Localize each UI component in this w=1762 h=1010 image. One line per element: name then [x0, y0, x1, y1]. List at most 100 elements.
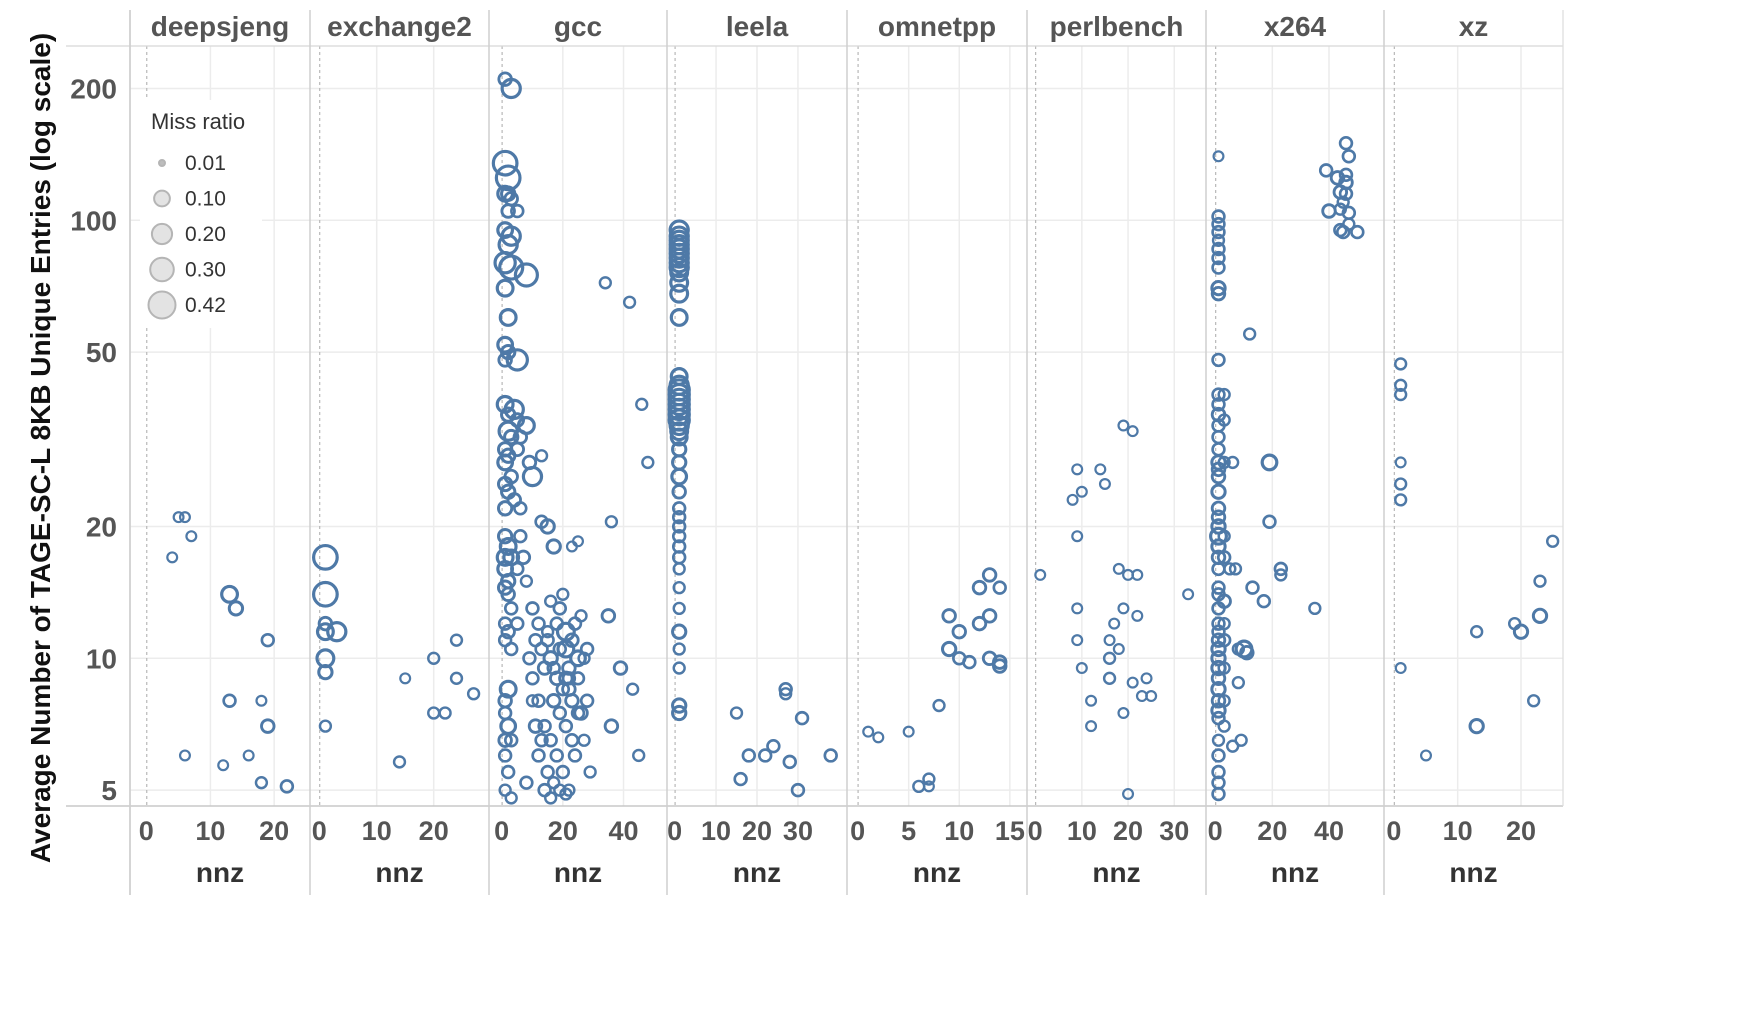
data-point [318, 719, 333, 733]
x-axis-label: nnz [913, 857, 961, 888]
data-point [823, 748, 838, 763]
data-point [503, 601, 519, 616]
data-point [510, 616, 525, 631]
data-point [1256, 593, 1272, 609]
data-point [1211, 224, 1226, 240]
data-point [669, 307, 689, 327]
x-tick-label: 0 [139, 816, 154, 846]
data-point [1126, 676, 1139, 689]
data-point [778, 681, 793, 697]
data-point [1338, 135, 1354, 151]
data-point [531, 616, 546, 631]
data-point [1210, 468, 1227, 485]
data-point [922, 772, 936, 786]
data-point [1075, 662, 1088, 675]
data-point [1108, 617, 1121, 630]
data-point [672, 601, 686, 616]
data-point [539, 518, 556, 535]
data-point [862, 725, 875, 738]
data-point [1211, 241, 1226, 257]
data-point [540, 764, 555, 780]
data-point [671, 509, 687, 525]
data-point [932, 698, 946, 713]
data-point [1211, 429, 1226, 445]
data-point [1228, 562, 1243, 576]
data-point [1338, 186, 1354, 201]
data-point [598, 276, 612, 290]
data-point [1239, 644, 1255, 661]
facet-title: leela [726, 11, 789, 42]
data-point [571, 535, 585, 548]
x-tick-label: 20 [419, 816, 449, 846]
data-point [564, 733, 580, 748]
x-tick-label: 20 [742, 816, 772, 846]
data-point [981, 608, 998, 624]
data-point [519, 574, 534, 588]
data-point [672, 562, 686, 576]
data-point [729, 706, 744, 720]
data-point [971, 615, 988, 632]
data-point [902, 725, 915, 738]
x-axis-label: nnz [196, 857, 244, 888]
data-point [1210, 670, 1227, 687]
data-point [1211, 616, 1226, 631]
facet-title: x264 [1264, 11, 1327, 42]
data-point [1085, 694, 1098, 707]
y-tick-label: 100 [70, 205, 117, 236]
data-point [1210, 632, 1227, 648]
data-point [1117, 602, 1130, 615]
data-point [564, 632, 580, 648]
data-point [1216, 593, 1232, 609]
data-point [641, 455, 655, 470]
x-tick-label: 0 [850, 816, 865, 846]
data-point [515, 549, 532, 566]
data-point [1533, 574, 1547, 588]
data-point [1211, 352, 1226, 368]
x-tick-label: 0 [312, 816, 327, 846]
legend-size-swatch [158, 159, 166, 167]
data-point [612, 660, 629, 676]
data-point [583, 765, 597, 779]
y-tick-label: 5 [101, 775, 117, 806]
x-tick-label: 20 [1506, 816, 1536, 846]
legend-entry-label: 0.01 [185, 152, 226, 175]
x-tick-label: 30 [1159, 816, 1189, 846]
data-point [1034, 568, 1047, 581]
data-point [1211, 209, 1226, 224]
data-point [540, 625, 555, 639]
x-tick-label: 0 [667, 816, 682, 846]
data-point [1211, 397, 1226, 412]
data-point [1211, 442, 1226, 457]
data-point [549, 616, 564, 631]
data-point [542, 650, 559, 667]
legend-entry-label: 0.20 [185, 223, 226, 246]
data-point [1131, 609, 1144, 622]
data-point [1102, 671, 1117, 685]
legend-entry-label: 0.30 [185, 259, 226, 282]
x-axis-label: nnz [733, 857, 781, 888]
data-point [556, 587, 570, 601]
data-point [466, 687, 481, 701]
data-point [632, 748, 646, 763]
legend-size-swatch [150, 222, 174, 246]
data-point [790, 782, 806, 798]
data-point [1210, 659, 1227, 677]
data-point [315, 622, 335, 642]
data-point [1217, 616, 1231, 631]
data-point [941, 608, 957, 624]
data-point [1318, 163, 1334, 178]
facet-title: deepsjeng [151, 11, 289, 42]
x-tick-label: 20 [548, 816, 578, 846]
legend-size-swatch [149, 256, 175, 283]
data-point [513, 262, 539, 288]
data-point [519, 775, 534, 790]
data-point [577, 733, 591, 747]
data-point [1336, 195, 1350, 209]
data-point [510, 203, 525, 219]
data-point [668, 256, 690, 279]
x-axis-label: nnz [1092, 857, 1140, 888]
data-point [534, 733, 549, 748]
data-point [555, 764, 571, 780]
data-point [552, 705, 568, 721]
